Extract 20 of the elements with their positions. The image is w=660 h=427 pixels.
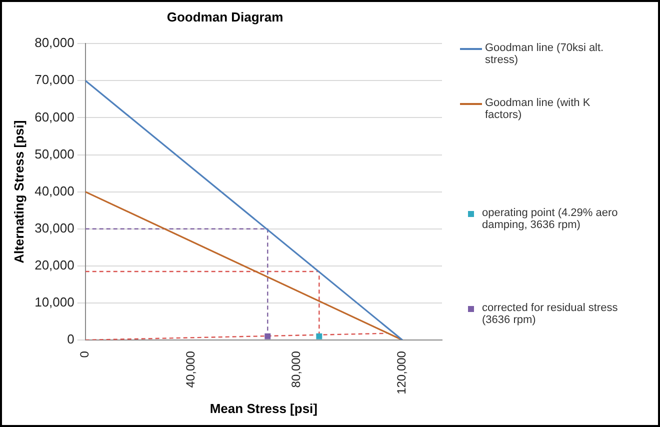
y-tick-label: 50,000 (34, 146, 74, 162)
legend-label: corrected for residual stress (3636 rpm) (482, 302, 619, 326)
chart-title: Goodman Diagram (166, 9, 284, 24)
legend-label: Goodman line (with K factors) (485, 97, 592, 121)
y-tick-label: 30,000 (34, 220, 74, 236)
y-tick-label: 60,000 (34, 109, 74, 124)
y-tick-label: 70,000 (34, 72, 74, 88)
y-tick-label: 80,000 (34, 35, 74, 50)
y-tick-label: 20,000 (34, 257, 74, 272)
y-axis-title: Alternating Stress [psi] (11, 120, 26, 264)
x-axis-title: Mean Stress [psi] (210, 400, 318, 416)
y-tick-label: 10,000 (34, 294, 74, 310)
x-tick-label: 0 (78, 350, 92, 358)
x-tick-label: 120,000 (394, 350, 409, 394)
x-tick-label: 80,000 (289, 350, 304, 388)
legend-label: Goodman line (70ksi alt. stress) (485, 42, 605, 66)
legend-label: operating point (4.29% aero damping, 3636 rpm) (482, 207, 619, 231)
y-tick-label: 40,000 (34, 183, 74, 198)
y-tick-label: 0 (67, 332, 74, 347)
x-tick-label: 40,000 (183, 350, 198, 388)
